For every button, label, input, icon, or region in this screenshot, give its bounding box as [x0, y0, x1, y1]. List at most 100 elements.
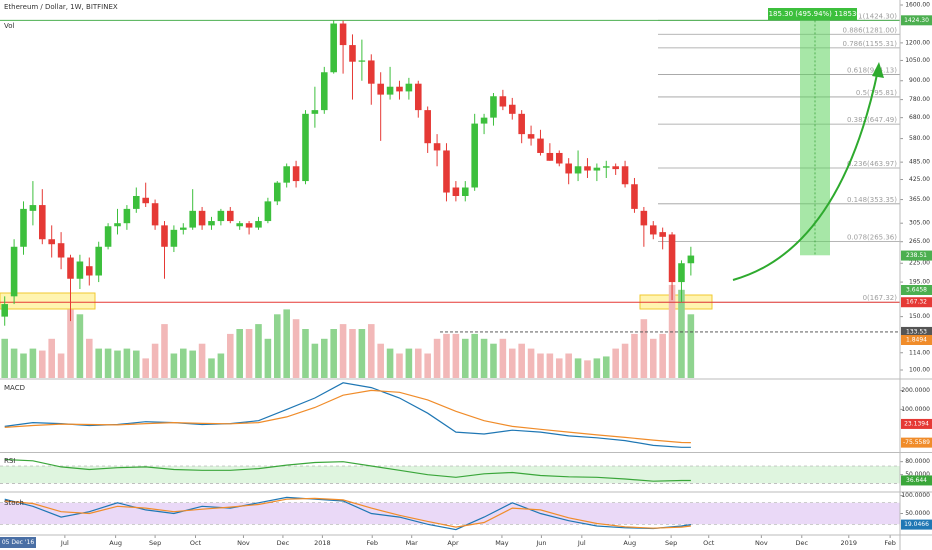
pane-title: Stoch	[4, 499, 24, 507]
volume-bar	[640, 319, 648, 378]
x-tick-label: Apr	[447, 539, 459, 547]
volume-bar	[161, 324, 168, 378]
volume-bar	[687, 314, 695, 378]
volume-bar	[659, 333, 666, 378]
volume-bar	[189, 350, 196, 378]
candle-body	[678, 263, 685, 283]
volume-bar	[10, 348, 18, 378]
x-tick-label: 2019	[840, 539, 857, 547]
cursor-label: 05 Dec '16	[2, 539, 35, 546]
y-tick-label: 200.0000	[901, 387, 930, 394]
fib-label: 0.5(795.81)	[856, 89, 897, 97]
volume-bar	[443, 333, 450, 378]
volume-bar	[508, 348, 516, 378]
candle-body	[39, 205, 46, 240]
volume-bar	[180, 348, 187, 378]
x-tick-label: Sep	[149, 539, 161, 547]
candle-body	[142, 197, 149, 204]
candle-body	[537, 138, 544, 153]
y-tick-label: 680.00	[909, 114, 930, 121]
price-badge-bg	[901, 297, 932, 308]
candle-body	[10, 246, 18, 297]
volume-bar	[48, 338, 55, 378]
candle-body	[405, 83, 413, 92]
candle-body	[367, 60, 375, 84]
candle-body	[104, 226, 112, 247]
candle-body	[273, 182, 281, 202]
volume-badge-bg	[901, 285, 932, 295]
candle-body	[217, 210, 225, 222]
candle-body	[170, 229, 178, 247]
volume-bar	[593, 358, 601, 378]
chart-title: Ethereum / Dollar, 1W, BITFINEX	[4, 3, 118, 11]
fib-label: 0.078(265.36)	[847, 234, 897, 242]
fib-label: 0.886(1281.00)	[843, 26, 898, 34]
fib-label: 0.236(463.97)	[847, 160, 897, 168]
y-tick-label: 580.00	[909, 135, 930, 142]
volume-bar	[424, 353, 431, 378]
candle-body	[443, 150, 450, 193]
y-tick-label: 305.00	[909, 220, 930, 227]
y-tick-label: 114.00	[909, 349, 930, 356]
volume-bar	[396, 353, 403, 378]
volume-bar	[217, 353, 225, 378]
volume-bar	[612, 348, 619, 378]
volume-bar	[386, 348, 394, 378]
candle-body	[640, 210, 648, 226]
volume-bar	[67, 309, 74, 378]
band	[0, 502, 900, 525]
indicator-line	[4, 496, 691, 531]
value-badge-bg	[901, 437, 932, 448]
volume-bar	[602, 356, 610, 378]
candle-body	[602, 166, 610, 168]
y-tick-label: 1200.00	[905, 39, 930, 46]
volume-bar	[574, 358, 582, 378]
volume-bar	[555, 358, 563, 378]
value-badge: 36.644	[906, 477, 927, 484]
volume-bar	[433, 338, 441, 378]
x-tick-label: Dec	[277, 539, 290, 547]
volume-label: Vol	[4, 22, 15, 30]
volume-bar	[358, 329, 366, 378]
candle-body	[57, 243, 65, 258]
candle-body	[330, 23, 337, 73]
volume-bar	[302, 329, 309, 378]
candle-body	[151, 203, 159, 226]
price-badge: 167.32	[906, 299, 927, 306]
volume-bar	[461, 338, 469, 378]
x-tick-label: Feb	[884, 539, 896, 547]
volume-bar	[452, 333, 460, 378]
volume-bar	[1, 338, 8, 378]
fib-label: 0.148(353.35)	[847, 196, 897, 204]
x-tick-label: Jul	[60, 539, 69, 547]
candle-body	[612, 166, 619, 170]
candle-body	[396, 86, 403, 92]
y-tick-label: 50.0000	[905, 510, 930, 517]
volume-bar	[311, 343, 319, 378]
volume-bar	[29, 348, 37, 378]
x-tick-label: Feb	[366, 539, 378, 547]
candle-body	[48, 239, 55, 245]
candle-body	[565, 163, 572, 174]
x-tick-label: Sep	[665, 539, 677, 547]
volume-bar	[273, 314, 281, 378]
candle-body	[527, 134, 535, 139]
volume-bar	[377, 343, 384, 378]
volume-bar	[405, 348, 413, 378]
volume-bar	[245, 329, 253, 378]
volume-bar	[330, 329, 337, 378]
x-tick-label: Nov	[237, 539, 250, 547]
y-tick-label: 100.00	[909, 367, 930, 374]
candle-body	[555, 152, 563, 164]
volume-bar	[584, 360, 591, 378]
fib-label: 1(1424.30)	[858, 12, 897, 20]
volume-bar	[649, 338, 657, 378]
x-tick-label: Oct	[703, 539, 715, 547]
candle-body	[198, 210, 206, 226]
fib-label: 0(167.32)	[863, 294, 898, 302]
volume-bar	[208, 358, 215, 378]
volume-bar	[236, 329, 243, 378]
projection-arrow	[732, 69, 879, 281]
